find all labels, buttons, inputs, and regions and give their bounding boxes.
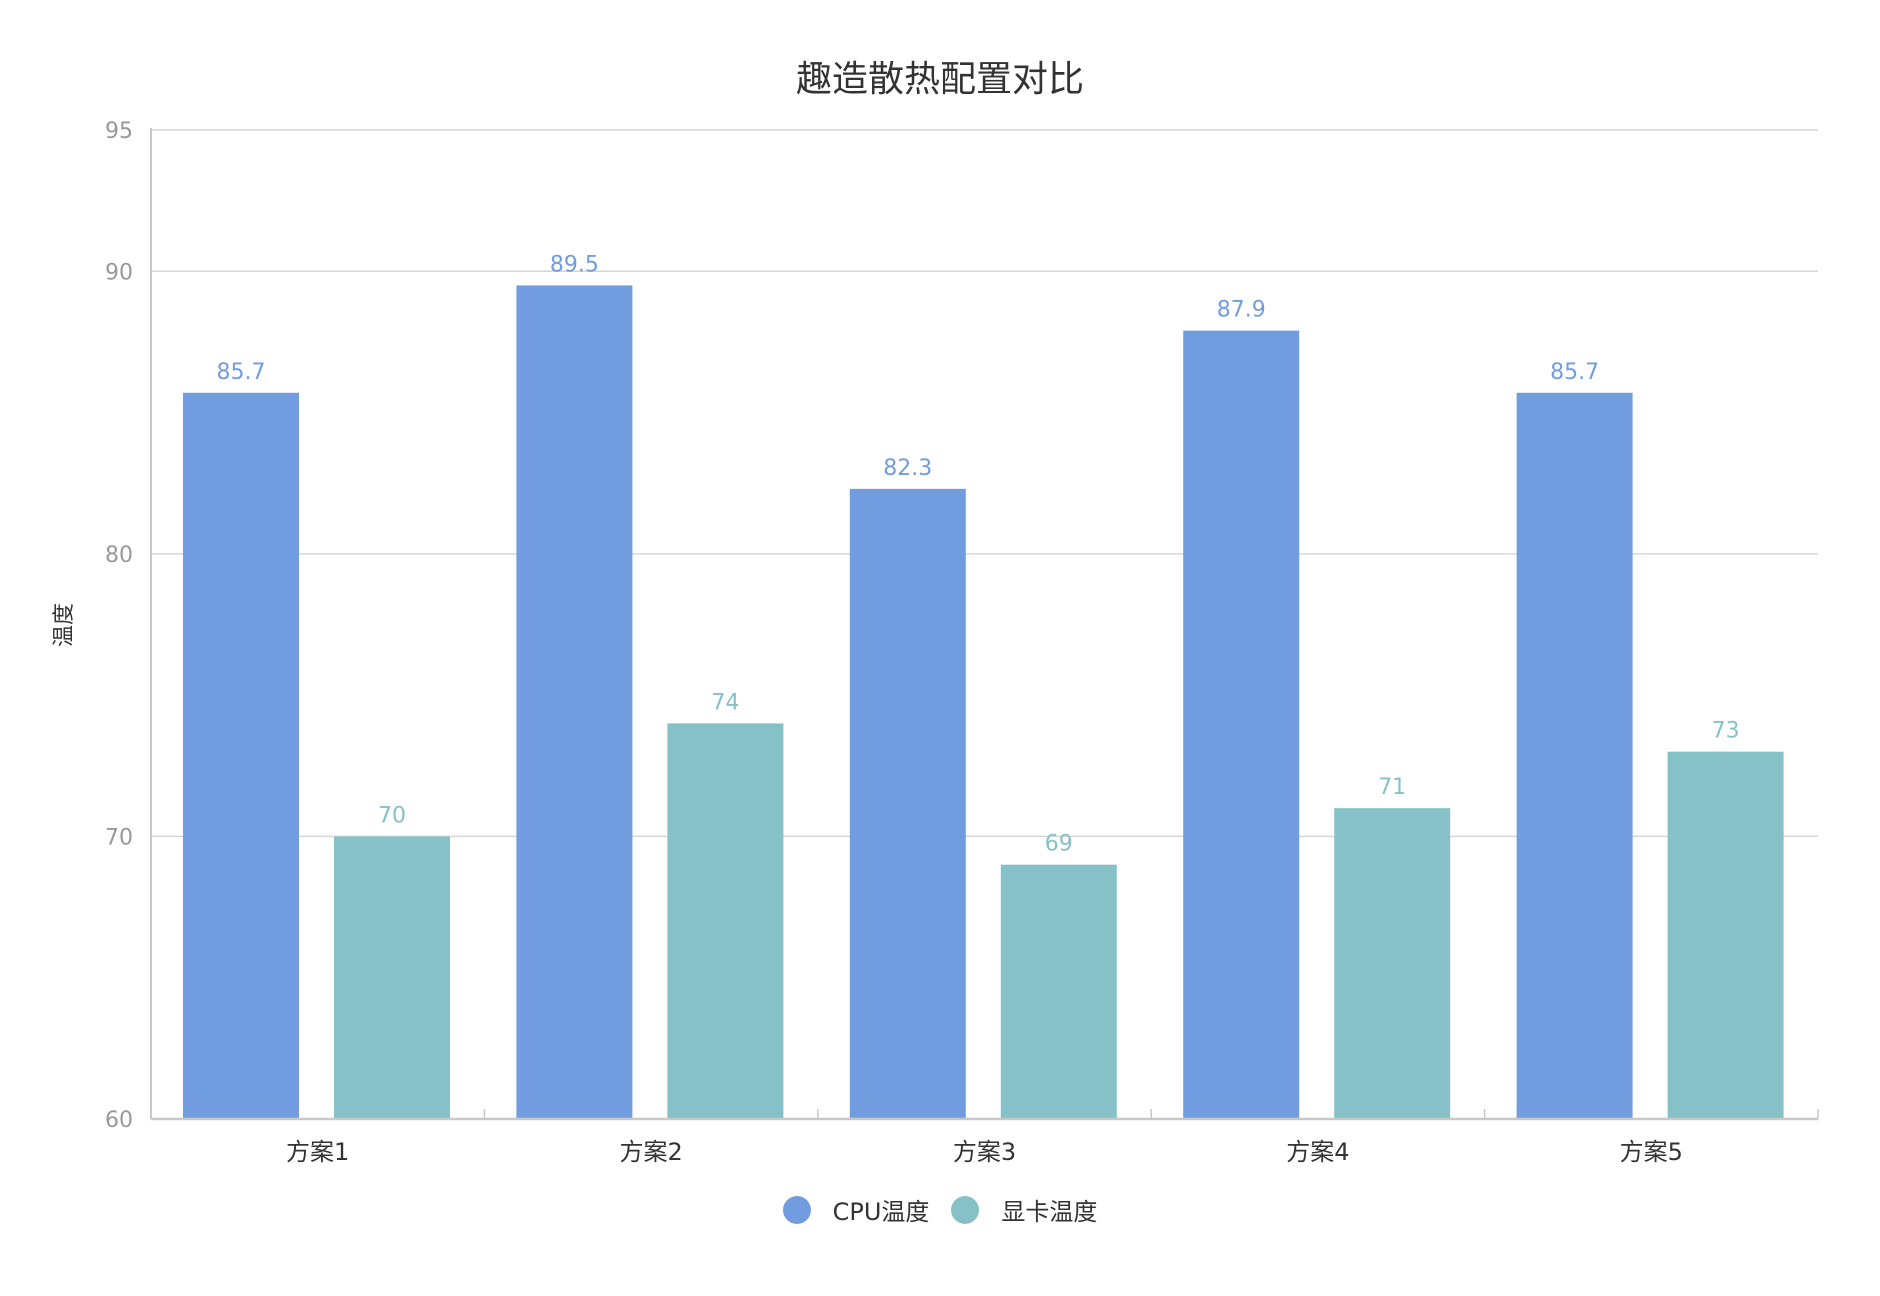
chart-title: 趣造散热配置对比: [795, 59, 1084, 100]
legend-item-cpu[interactable]: CPU温度: [782, 1192, 930, 1227]
y-tick-label: 80: [105, 543, 133, 568]
data-label: 71: [1378, 775, 1406, 800]
legend-marker-gpu-icon: [951, 1195, 980, 1224]
y-tick-label: 90: [105, 260, 133, 285]
x-axis: 方案1 方案2 方案3 方案4 方案5: [150, 128, 1819, 1166]
data-label: 89.5: [550, 252, 599, 277]
y-axis-ticks: 60 70 80 90 95: [105, 119, 133, 1133]
x-tick-label: 方案4: [1286, 1138, 1349, 1166]
data-label: 73: [1712, 719, 1740, 744]
bar-gpu[interactable]: [1667, 751, 1784, 1119]
bars: [183, 285, 1784, 1119]
legend-label-cpu: CPU温度: [832, 1198, 930, 1226]
legend: CPU温度 显卡温度: [0, 1192, 1880, 1227]
bar-gpu[interactable]: [1334, 808, 1451, 1119]
bar-cpu[interactable]: [1516, 392, 1633, 1119]
y-tick-label: 95: [105, 119, 133, 144]
data-label: 85.7: [217, 360, 266, 385]
y-tick-label: 60: [105, 1108, 133, 1133]
data-label: 74: [711, 690, 739, 715]
data-label: 70: [378, 803, 406, 828]
data-label: 87.9: [1217, 298, 1266, 323]
bar-cpu[interactable]: [183, 392, 299, 1119]
data-label: 69: [1045, 832, 1073, 857]
data-label: 82.3: [883, 456, 932, 481]
bar-gpu[interactable]: [667, 723, 784, 1119]
legend-marker-cpu-icon: [782, 1195, 811, 1224]
bar-gpu[interactable]: [334, 836, 450, 1119]
bar-gpu[interactable]: [1000, 864, 1117, 1119]
bar-cpu[interactable]: [516, 285, 633, 1119]
data-label: 85.7: [1550, 360, 1599, 385]
x-tick-label: 方案3: [953, 1138, 1016, 1166]
x-tick-label: 方案2: [619, 1138, 682, 1166]
bar-cpu[interactable]: [1183, 330, 1300, 1119]
data-labels: 85.7 89.5 82.3 87.9 85.7 70 74 69 71 73: [217, 252, 1740, 856]
x-tick-label: 方案5: [1620, 1138, 1683, 1166]
bar-cpu[interactable]: [849, 488, 966, 1119]
legend-item-gpu[interactable]: 显卡温度: [951, 1192, 1097, 1227]
x-tick-label: 方案1: [286, 1138, 349, 1166]
legend-label-gpu: 显卡温度: [1001, 1198, 1098, 1226]
y-tick-label: 70: [105, 825, 133, 850]
